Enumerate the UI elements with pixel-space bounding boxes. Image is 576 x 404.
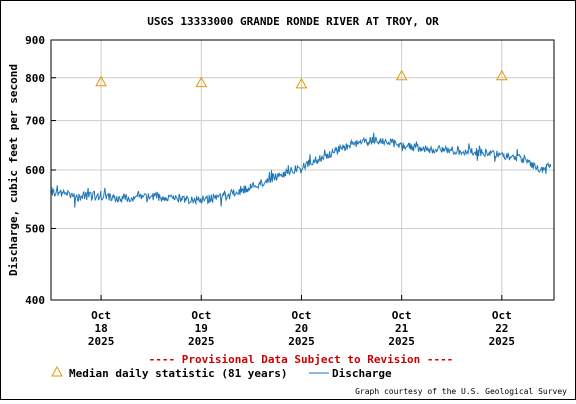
legend-median-triangle-icon xyxy=(51,365,63,377)
median-marker xyxy=(195,76,208,88)
y-axis-ticks: 400 500 600 700 800 900 xyxy=(25,34,56,307)
chart-title: USGS 13333000 GRANDE RONDE RIVER AT TROY… xyxy=(147,15,439,28)
x-tick-label: 2025 xyxy=(489,335,516,348)
x-tick-label: 2025 xyxy=(88,335,115,348)
x-tick-label: 2025 xyxy=(388,335,415,348)
x-tick-label: 22 xyxy=(495,322,508,335)
x-tick-label: 20 xyxy=(295,322,308,335)
x-tick-label: 21 xyxy=(395,322,409,335)
grid-lines xyxy=(51,39,554,301)
y-tick-label: 500 xyxy=(25,222,45,235)
y-tick-label: 800 xyxy=(25,72,45,85)
median-marker xyxy=(295,77,308,89)
legend-discharge-label: Discharge xyxy=(332,367,392,380)
x-tick-label: Oct xyxy=(191,309,211,322)
x-tick-label: 19 xyxy=(195,322,208,335)
x-tick-label: Oct xyxy=(292,309,312,322)
y-axis-label: Discharge, cubic feet per second xyxy=(7,64,20,276)
x-tick-label: Oct xyxy=(492,309,512,322)
usgs-credit: Graph courtesy of the U.S. Geological Su… xyxy=(355,387,567,396)
x-tick-label: Oct xyxy=(392,309,412,322)
y-tick-label: 600 xyxy=(25,164,45,177)
y-tick-label: 900 xyxy=(25,34,45,47)
y-tick-label: 400 xyxy=(25,294,45,307)
median-markers xyxy=(95,69,508,89)
x-tick-label: 18 xyxy=(94,322,107,335)
provisional-notice: ---- Provisional Data Subject to Revisio… xyxy=(149,353,454,366)
discharge-series-line xyxy=(50,132,552,208)
y-tick-label: 700 xyxy=(25,115,45,128)
median-marker xyxy=(95,75,107,87)
legend-median-label: Median daily statistic (81 years) xyxy=(69,367,288,380)
x-tick-label: 2025 xyxy=(288,335,315,348)
x-axis-ticks: Oct182025Oct192025Oct202025Oct212025Oct2… xyxy=(88,295,515,348)
median-marker xyxy=(395,69,408,81)
legend: Median daily statistic (81 years) Discha… xyxy=(51,365,392,380)
median-marker xyxy=(495,69,508,81)
x-tick-label: Oct xyxy=(91,309,111,322)
x-tick-label: 2025 xyxy=(188,335,215,348)
